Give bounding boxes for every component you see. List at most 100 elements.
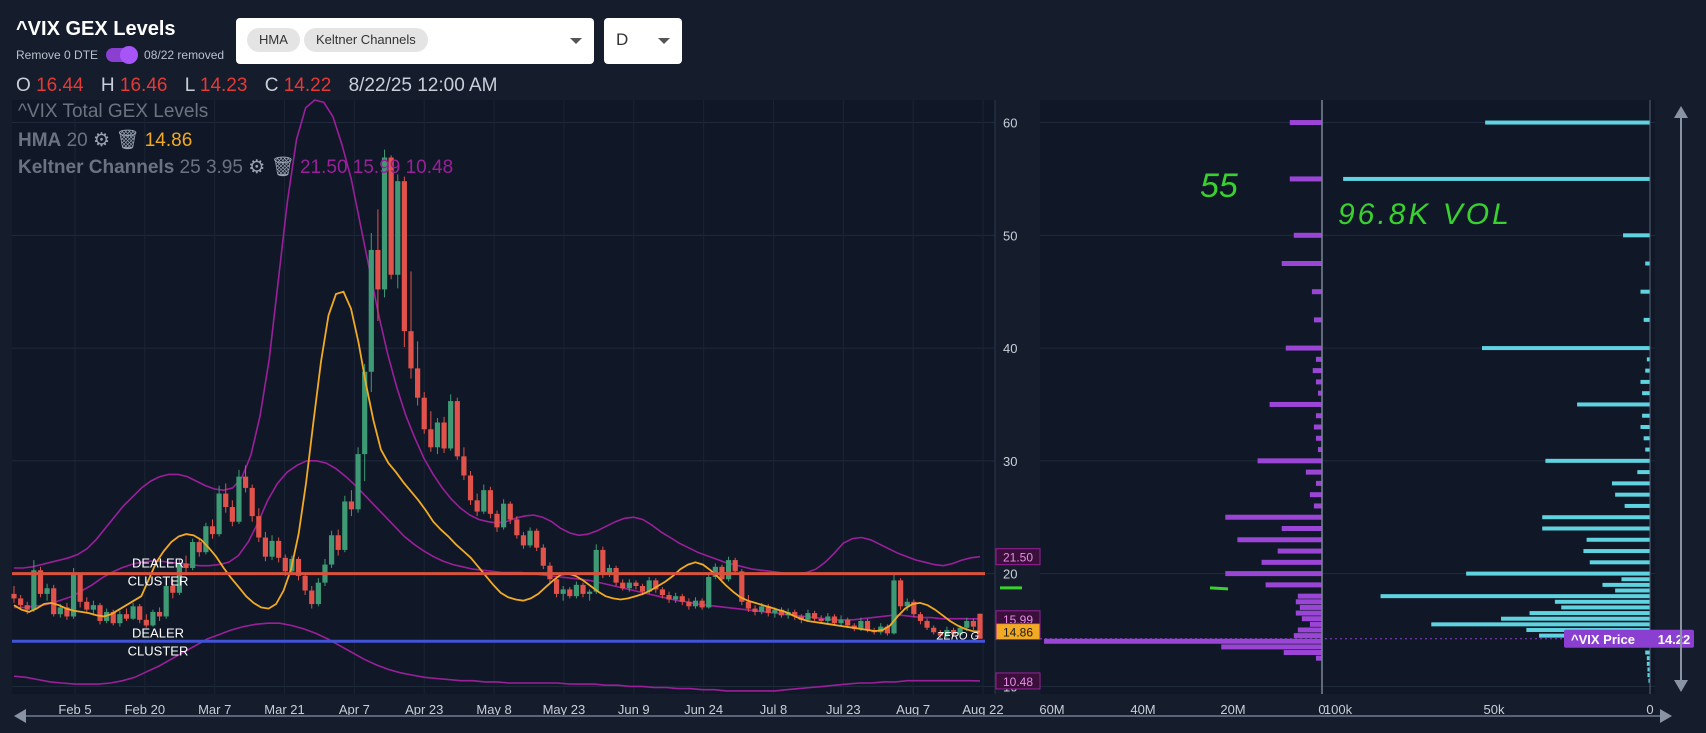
trash-icon[interactable]: 🗑 [115, 130, 140, 151]
overlay-hma-row: HMA 20 ⚙ 🗑 14.86 [18, 128, 192, 152]
volume-bar [1648, 678, 1650, 683]
timeframe-select[interactable]: D [604, 18, 682, 64]
candle-body [639, 586, 646, 592]
remove-0dte-toggle[interactable] [106, 46, 139, 64]
indicator-select[interactable]: HMA Keltner Channels [236, 18, 594, 64]
candle-body [170, 586, 176, 593]
scroll-left-arrow [14, 709, 26, 723]
candle-body [864, 620, 871, 630]
candle-body [673, 596, 679, 600]
volume-bar [1624, 503, 1650, 508]
candle-body [196, 542, 202, 553]
candle-body [765, 606, 771, 614]
gex-axis-label: 20M [1220, 702, 1245, 717]
candle-body [203, 526, 209, 553]
gex-bar [1317, 390, 1322, 396]
x-tick-label: Feb 5 [58, 702, 91, 717]
volume-bar [1615, 588, 1650, 593]
overlay-total-gex: ^VIX Total GEX Levels [18, 101, 209, 122]
candle-body [606, 567, 613, 575]
candle-body [818, 618, 824, 621]
gear-icon[interactable]: ⚙ [92, 130, 111, 151]
candle-body [567, 589, 573, 597]
keltner-name: Keltner Channels [18, 157, 175, 178]
candle-body [467, 475, 474, 501]
candle-body [262, 537, 269, 557]
open-value: 16.44 [36, 75, 84, 96]
candle-body [77, 574, 83, 602]
candle-body [395, 181, 401, 275]
candle-body [699, 600, 705, 608]
trash-icon[interactable]: 🗑 [270, 157, 295, 178]
candle-body [792, 611, 798, 617]
chevron-down-icon[interactable] [658, 38, 670, 44]
dealer-cluster-label: CLUSTER [128, 643, 189, 658]
x-tick-label: Mar 7 [198, 702, 231, 717]
chip-hma[interactable]: HMA [247, 28, 300, 52]
price-tag-label: 21.50 [1003, 551, 1033, 565]
candle-body [18, 598, 24, 606]
candle-body [825, 616, 831, 621]
x-tick-label: Jul 8 [760, 702, 787, 717]
keltner-params: 25 3.95 [179, 157, 243, 178]
candle-body [613, 567, 619, 583]
candle-body [461, 456, 467, 476]
volume-bar [1645, 368, 1650, 373]
volume-bar [1637, 470, 1650, 475]
volume-axis-label: 100k [1324, 702, 1353, 717]
candle-body [587, 591, 593, 594]
candle-body [626, 582, 632, 589]
volume-axis-label: 50k [1484, 702, 1505, 717]
candle-body [593, 549, 599, 592]
keltner-middle-line [14, 459, 980, 621]
candle-body [269, 540, 275, 557]
volume-bar [1646, 656, 1650, 661]
volume-bar [1611, 481, 1650, 486]
gex-pane [1040, 100, 1655, 694]
price-tag-label: 14.86 [1003, 626, 1033, 640]
chip-keltner[interactable]: Keltner Channels [304, 28, 428, 52]
gear-icon[interactable]: ⚙ [248, 157, 266, 178]
volume-bar [1623, 233, 1650, 238]
gex-bar [1297, 593, 1322, 599]
gex-bar [1225, 571, 1322, 577]
candle-body [362, 371, 368, 455]
candle-body [481, 490, 487, 512]
chevron-down-icon[interactable] [570, 38, 582, 44]
volume-bar [1643, 317, 1650, 322]
candle-body [712, 566, 718, 577]
candle-body [514, 519, 520, 536]
gex-bar [1044, 638, 1322, 644]
dealer-cluster-label: DEALER [132, 625, 184, 640]
candle-body [778, 609, 785, 616]
volume-bar [1554, 599, 1650, 604]
candle-body [692, 600, 699, 607]
gex-bar [1293, 232, 1322, 238]
gex-bar [1277, 548, 1322, 554]
candle-body [176, 563, 183, 593]
candle-body [732, 560, 738, 572]
candle-body [415, 368, 421, 398]
high-value: 16.46 [119, 75, 168, 96]
price-tag [995, 672, 1041, 690]
candle-body [553, 579, 560, 594]
candle-body [507, 503, 513, 520]
price-pane [12, 100, 995, 694]
candle-body [57, 607, 63, 615]
price-tag-label: 10.48 [1003, 675, 1033, 689]
candle-body [891, 580, 897, 634]
candle-body [348, 501, 355, 510]
dealer-cluster-label: CLUSTER [128, 574, 189, 589]
close-value: 14.22 [283, 75, 332, 96]
candle-body [441, 422, 447, 449]
gex-axis-label: 60M [1039, 702, 1064, 717]
candle-body [375, 249, 381, 290]
gex-bar [1312, 368, 1322, 374]
candle-body [44, 588, 50, 594]
candle-body [190, 542, 196, 568]
hma-line [13, 290, 981, 633]
candle-body [117, 614, 123, 624]
gex-bar [1309, 621, 1322, 627]
ohlc-readout: O 16.44 H 16.46 L 14.23 C 14.22 8/22/25 … [16, 75, 498, 97]
